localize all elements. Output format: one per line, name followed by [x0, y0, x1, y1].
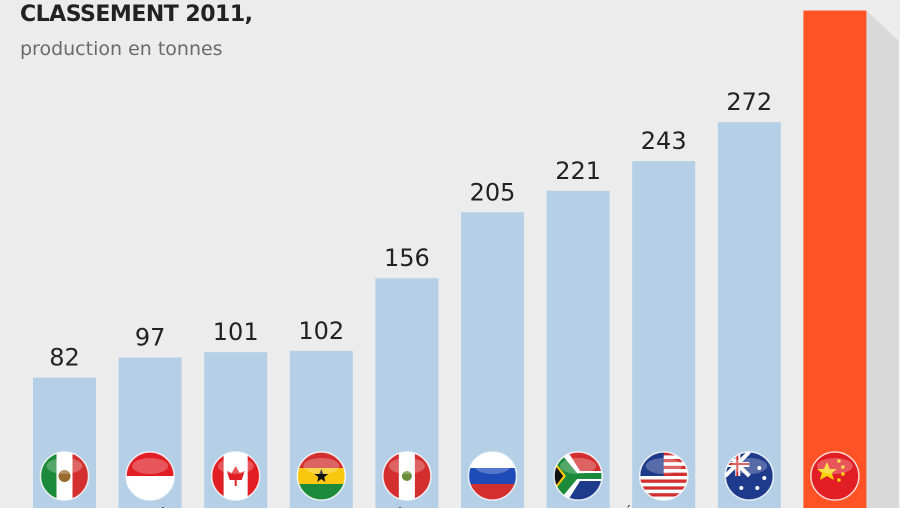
bar-group-afrique-du-sud: 221 Afrique du Sud	[519, 157, 637, 508]
category-label-ghana: Ghana	[295, 505, 347, 508]
category-label-etats-unis: États-Unis	[623, 505, 704, 508]
chart-title: CLASSEMENT 2011,	[20, 2, 253, 27]
chart-subtitle: production en tonnes	[20, 38, 223, 60]
category-label-russie: Russie	[467, 505, 519, 508]
value-label-ghana: 102	[298, 317, 344, 345]
category-label-mexique: Mexique	[31, 505, 98, 508]
indonesia-flag-icon	[125, 451, 175, 501]
south-africa-flag-icon	[553, 451, 603, 501]
value-label-australie: 272	[726, 88, 772, 116]
canada-flag-icon	[210, 451, 261, 501]
value-label-indonesie: 97	[135, 324, 166, 352]
category-label-perou: Pérou	[384, 505, 429, 508]
value-label-afrique-du-sud: 221	[555, 157, 601, 185]
category-label-australie: Australie	[714, 505, 785, 508]
bar-group-mexique: 82 Mexique	[31, 344, 98, 508]
ghana-flag-icon	[296, 451, 347, 501]
bar-australie	[717, 122, 781, 508]
bar-group-chine: Chine	[803, 10, 899, 508]
bar-group-ghana: 102 Ghana	[289, 317, 353, 508]
bar-shadow	[866, 10, 899, 508]
bar-chine	[803, 10, 867, 508]
value-label-mexique: 82	[49, 344, 80, 372]
bar-group-canada: 101 Canada	[204, 318, 268, 508]
value-label-russie: 205	[470, 178, 516, 206]
category-label-afrique-du-sud: Afrique du Sud	[519, 505, 637, 508]
russia-flag-icon	[467, 451, 518, 501]
mexico-flag-icon	[39, 451, 90, 501]
category-label-chine: Chine	[812, 505, 858, 508]
australia-flag-icon	[724, 451, 775, 501]
bar-group-perou: 156 Pérou	[375, 244, 439, 508]
peru-flag-icon	[382, 451, 432, 501]
category-label-indonesie: Indonésie	[111, 505, 188, 508]
usa-flag-icon	[638, 451, 689, 501]
bar-group-indonesie: 97 Indonésie	[111, 324, 189, 508]
china-flag-icon	[810, 451, 860, 501]
bar-group-australie: 272 Australie	[714, 88, 785, 508]
bar-group-russie: 205 Russie	[461, 178, 524, 508]
value-label-canada: 101	[213, 318, 259, 346]
bar-etats-unis	[632, 161, 696, 508]
value-label-perou: 156	[384, 244, 430, 272]
value-label-etats-unis: 243	[641, 127, 687, 155]
bar-group-etats-unis: 243 États-Unis	[623, 127, 704, 508]
category-label-canada: Canada	[205, 505, 266, 508]
